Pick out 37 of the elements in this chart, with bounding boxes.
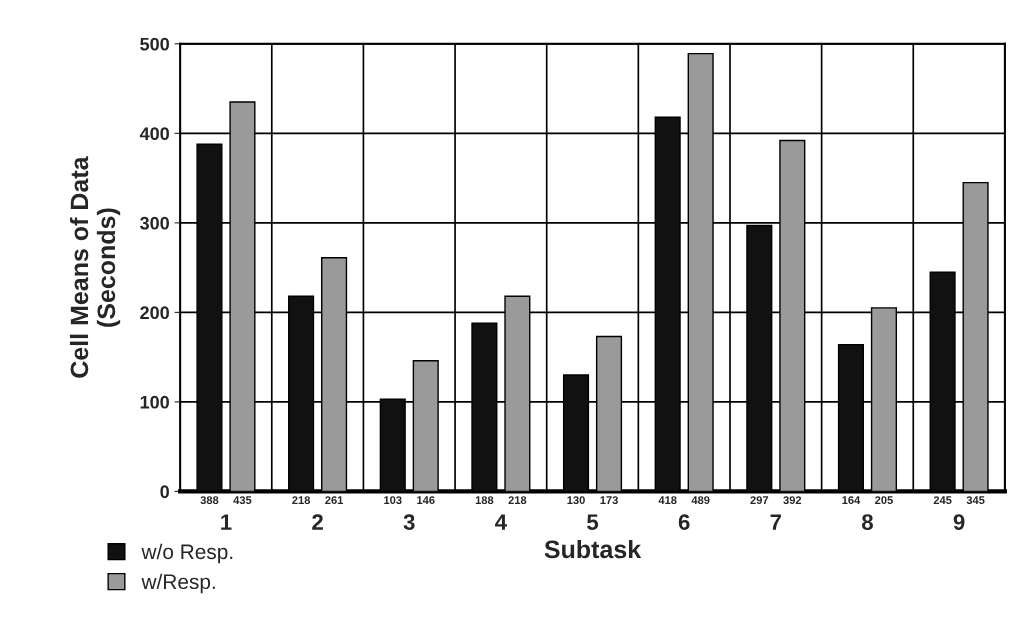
- x-tick-label: 5: [587, 514, 599, 530]
- data-label: 435: [233, 496, 252, 505]
- legend-label: w/Resp.: [141, 573, 215, 594]
- data-label: 392: [783, 496, 802, 505]
- x-axis-title: Subtask: [544, 539, 642, 559]
- y-tick-label: 400: [139, 127, 169, 141]
- x-tick-label: 3: [403, 514, 415, 530]
- x-tick-label: 7: [770, 514, 782, 530]
- data-label: 218: [292, 496, 311, 505]
- y-tick-label: 100: [140, 395, 169, 409]
- data-label: 130: [567, 496, 585, 505]
- data-label: 218: [508, 496, 527, 505]
- y-axis-title: Cell Means of Data (Seconds): [69, 156, 121, 378]
- data-label: 164: [842, 496, 861, 505]
- data-label: 188: [475, 496, 494, 505]
- data-label: 297: [750, 496, 769, 505]
- y-tick-label: 0: [160, 485, 169, 499]
- data-label: 103: [384, 496, 402, 505]
- data-label: 146: [417, 496, 435, 505]
- data-label: 245: [933, 496, 952, 505]
- x-tick-label: 9: [953, 514, 965, 530]
- x-tick-label: 6: [678, 514, 690, 530]
- x-tick-label: 8: [861, 514, 873, 530]
- data-label: 489: [691, 496, 710, 505]
- data-label: 388: [200, 496, 219, 505]
- data-label: 261: [325, 496, 344, 505]
- y-tick-label: 200: [140, 306, 169, 320]
- data-label: 173: [600, 496, 618, 505]
- data-label: 418: [658, 496, 677, 505]
- x-tick-label: 4: [495, 514, 507, 530]
- y-tick-label: 500: [140, 37, 169, 51]
- x-tick-label: 2: [312, 514, 323, 530]
- x-tick-label: 1: [221, 514, 232, 530]
- legend-label: w/o Resp.: [141, 543, 233, 564]
- y-tick-label: 300: [140, 216, 169, 230]
- data-label: 205: [875, 496, 893, 505]
- data-label: 345: [966, 496, 985, 505]
